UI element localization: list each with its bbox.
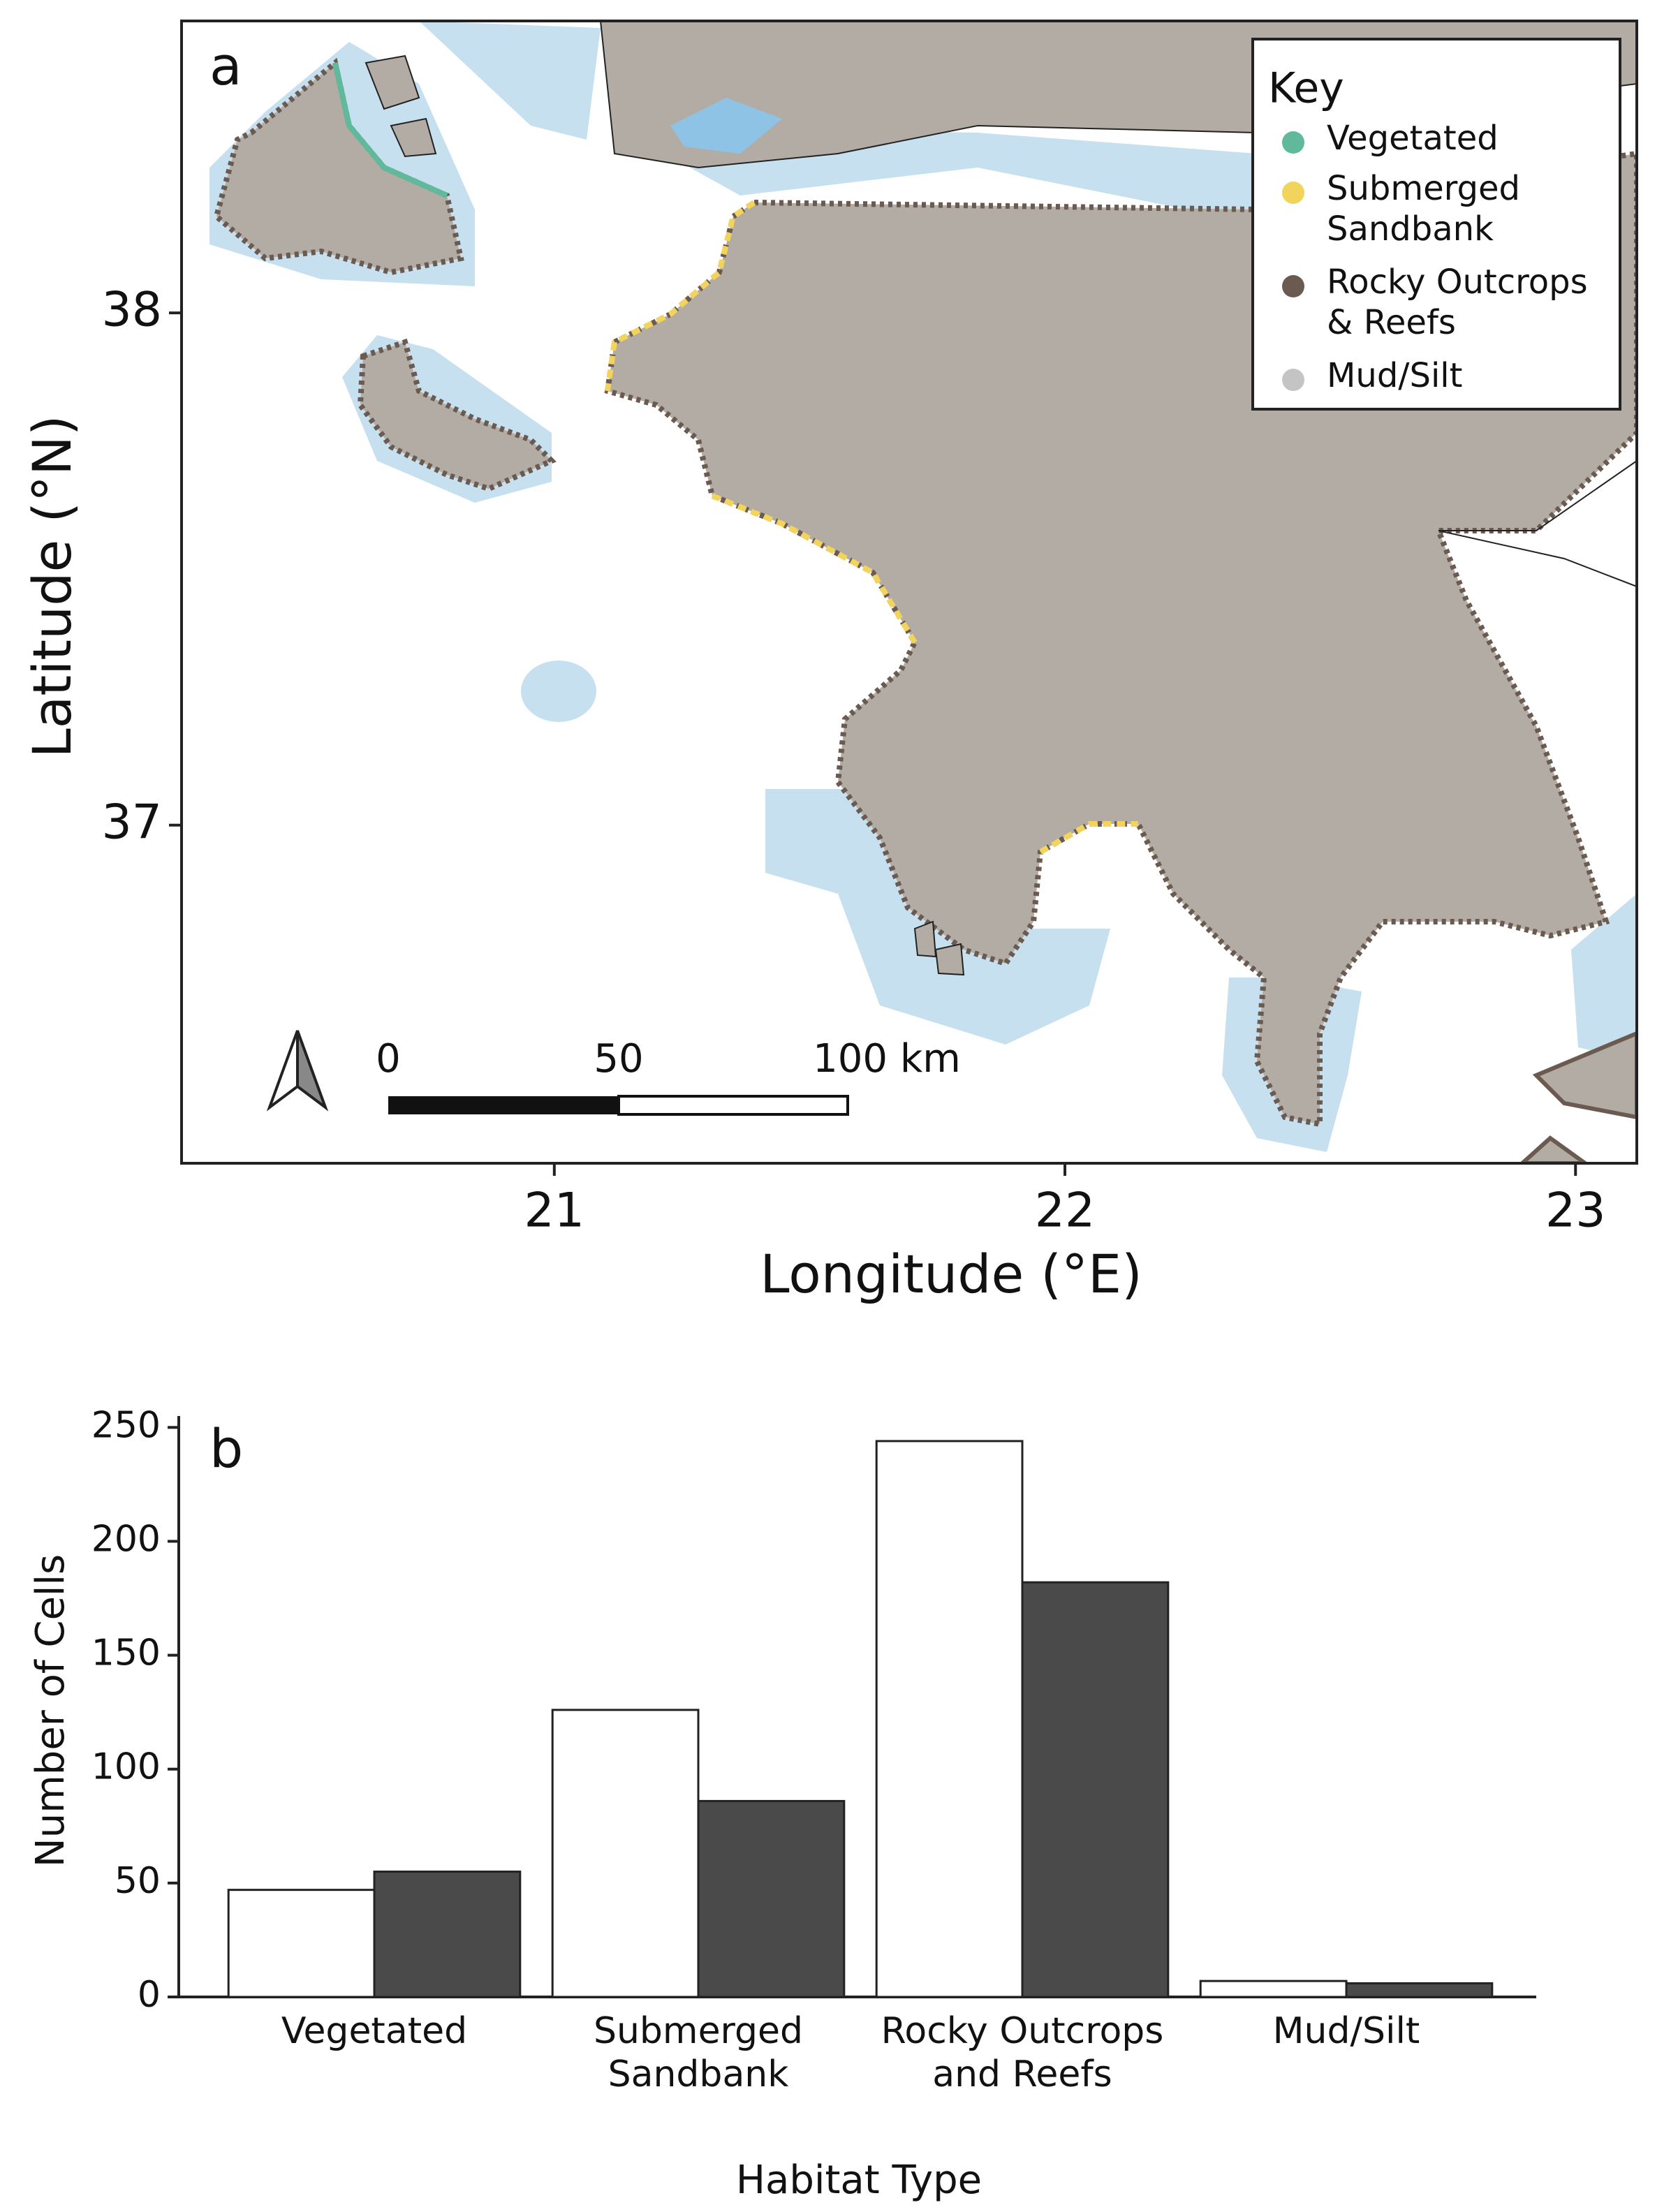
bar <box>1345 1982 1494 1998</box>
legend-label: Mud/Silt <box>1327 356 1463 395</box>
x-axis-title: Habitat Type <box>736 2158 982 2203</box>
y-tick-label: 0 <box>138 1974 161 2016</box>
legend-swatch <box>1282 182 1304 204</box>
x-tick-label-box: Submerged Sandbank <box>593 2011 804 2097</box>
map-frame <box>180 20 1638 1165</box>
x-tick-label-box: Mud/Silt <box>1272 2011 1420 2053</box>
scale-bar <box>388 1095 849 1116</box>
x-tick-label-box: Rocky Outcrops and Reefs <box>881 2011 1164 2097</box>
y-tick-label: 37 <box>101 795 162 850</box>
legend-swatch <box>1282 131 1304 154</box>
y-tick-label: 50 <box>115 1860 161 1902</box>
north-arrow <box>266 1030 329 1112</box>
legend-label-box: Rocky Outcrops & Reefs <box>1327 263 1588 342</box>
x-tick-label: Submerged Sandbank <box>593 2011 804 2097</box>
legend-box <box>1251 38 1621 411</box>
x-tick-label: 21 <box>524 1184 585 1239</box>
panel-label: b <box>209 1417 243 1480</box>
bar <box>551 1709 700 1998</box>
x-tick-label-box: Vegetated <box>281 2011 468 2053</box>
legend-label-box: Submerged Sandbank <box>1327 169 1521 249</box>
scale-label: 50 <box>594 1036 643 1082</box>
scale-label: 0 <box>376 1036 401 1082</box>
bar <box>1021 1581 1170 1998</box>
bar <box>1199 1979 1348 1998</box>
x-tick-label: 22 <box>1035 1184 1096 1239</box>
legend-label-box: Mud/Silt <box>1327 356 1463 395</box>
legend-title: Key <box>1268 64 1344 113</box>
y-axis-title: Number of Cells <box>28 1554 73 1867</box>
x-tick-label: 23 <box>1545 1184 1606 1239</box>
x-axis-title: Longitude (°E) <box>760 1243 1142 1305</box>
legend-swatch <box>1282 275 1304 297</box>
legend-label: Rocky Outcrops & Reefs <box>1327 263 1588 342</box>
legend-swatch <box>1282 369 1304 391</box>
y-tick-label: 200 <box>91 1518 161 1560</box>
legend-label: Vegetated <box>1327 119 1499 158</box>
y-tick-label: 150 <box>91 1632 161 1674</box>
bar <box>697 1799 846 1998</box>
x-tick-label: Vegetated <box>281 2011 468 2053</box>
bar <box>875 1440 1024 1998</box>
panel-label: a <box>209 35 242 97</box>
bar <box>227 1889 376 1998</box>
legend-label-box: Vegetated <box>1327 119 1499 158</box>
legend-label: Submerged Sandbank <box>1327 169 1521 249</box>
x-tick-label: Rocky Outcrops and Reefs <box>881 2011 1164 2097</box>
x-tick-label: Mud/Silt <box>1272 2011 1420 2053</box>
y-axis-title: Latitude (°N) <box>21 415 83 758</box>
scale-label: 100 km <box>813 1036 961 1082</box>
y-tick-label: 100 <box>91 1746 161 1788</box>
y-tick-label: 38 <box>101 283 162 338</box>
bar <box>373 1871 522 1998</box>
y-tick-label: 250 <box>91 1404 161 1446</box>
